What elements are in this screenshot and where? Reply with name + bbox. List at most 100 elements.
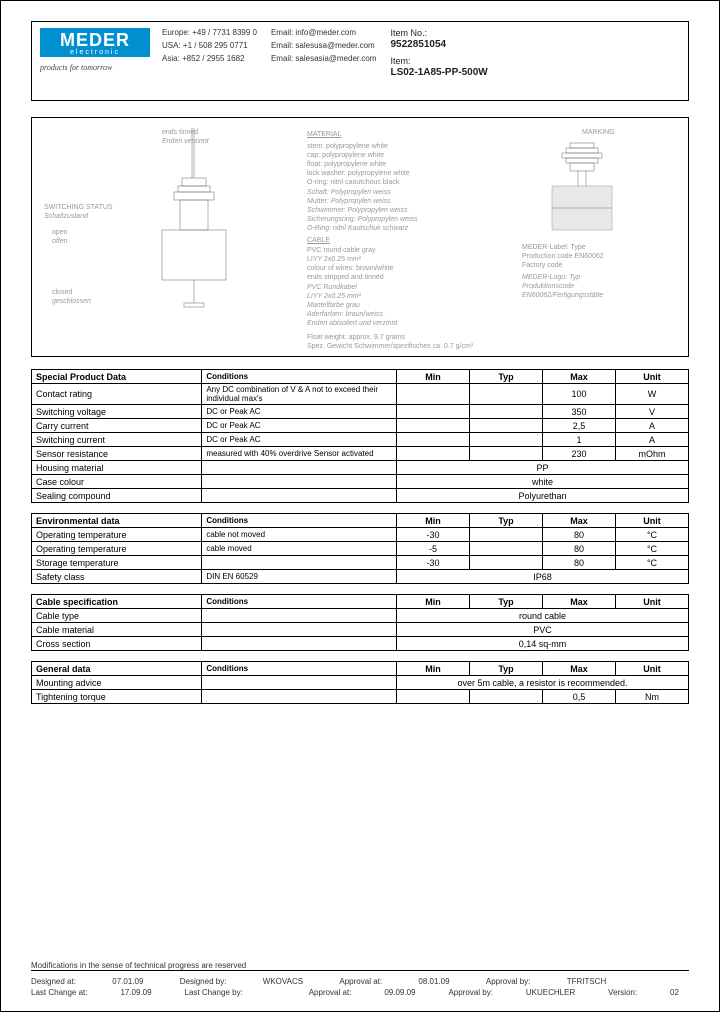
table-row: Sensor resistancemeasured with 40% overd… bbox=[32, 447, 689, 461]
footer-row: Last Change at:17.09.09Last Change by:Ap… bbox=[31, 988, 689, 997]
row-min bbox=[396, 419, 469, 433]
modifications-note: Modifications in the sense of technical … bbox=[31, 961, 689, 970]
col-header: Unit bbox=[615, 514, 688, 528]
col-header: Min bbox=[396, 662, 469, 676]
row-typ bbox=[469, 690, 542, 704]
col-header: Typ bbox=[469, 595, 542, 609]
conditions-header: Conditions bbox=[202, 370, 397, 384]
row-conditions bbox=[202, 556, 397, 570]
table-row: Storage temperature-3080°C bbox=[32, 556, 689, 570]
item-label: Item: bbox=[390, 56, 487, 66]
row-conditions bbox=[202, 461, 397, 475]
row-conditions bbox=[202, 475, 397, 489]
item-no-label: Item No.: bbox=[390, 28, 487, 38]
footer-cell: 02 bbox=[670, 988, 679, 997]
row-span-value: PVC bbox=[396, 623, 688, 637]
row-unit: A bbox=[615, 419, 688, 433]
open-label: open offen bbox=[52, 228, 68, 246]
company-logo: MEDER electronic bbox=[40, 28, 150, 57]
row-label: Operating temperature bbox=[32, 528, 202, 542]
row-min bbox=[396, 447, 469, 461]
col-header: Typ bbox=[469, 662, 542, 676]
col-header: Typ bbox=[469, 370, 542, 384]
table-row: Mounting adviceover 5m cable, a resistor… bbox=[32, 676, 689, 690]
row-span-value: 0,14 sq-mm bbox=[396, 637, 688, 651]
footer-row: Designed at:07.01.09Designed by:WKOVACSA… bbox=[31, 977, 689, 986]
marking-text: MEDER-Label: Type Production code EN6006… bbox=[522, 243, 662, 270]
col-header: Unit bbox=[615, 595, 688, 609]
col-header: Typ bbox=[469, 514, 542, 528]
table-row: Safety classDIN EN 60529IP68 bbox=[32, 570, 689, 584]
col-header: Min bbox=[396, 514, 469, 528]
row-label: Cable material bbox=[32, 623, 202, 637]
marking-title: MARKING bbox=[582, 128, 615, 137]
row-unit: V bbox=[615, 405, 688, 419]
row-min bbox=[396, 384, 469, 405]
table-row: Case colourwhite bbox=[32, 475, 689, 489]
footer-cell: Version: bbox=[608, 988, 637, 997]
technical-drawing: ends tinned Enden verzinnt SWITCHING STA… bbox=[31, 117, 689, 357]
row-conditions: DIN EN 60529 bbox=[202, 570, 397, 584]
row-span-value: Polyurethan bbox=[396, 489, 688, 503]
row-max: 80 bbox=[542, 542, 615, 556]
row-max: 0,5 bbox=[542, 690, 615, 704]
row-unit: °C bbox=[615, 556, 688, 570]
row-span-value: IP68 bbox=[396, 570, 688, 584]
table-row: Switching currentDC or Peak AC1A bbox=[32, 433, 689, 447]
row-conditions bbox=[202, 609, 397, 623]
conditions-header: Conditions bbox=[202, 514, 397, 528]
logo-main-text: MEDER bbox=[60, 30, 130, 50]
material-text-de: Schaft: Polypropylen weiss Mutter: Polyp… bbox=[307, 188, 467, 233]
spec-table: Cable specificationConditionsMinTypMaxUn… bbox=[31, 594, 689, 651]
row-conditions: cable moved bbox=[202, 542, 397, 556]
footer-cell: 17.09.09 bbox=[120, 988, 151, 997]
row-typ bbox=[469, 542, 542, 556]
conditions-header: Conditions bbox=[202, 595, 397, 609]
footer-cell: WKOVACS bbox=[263, 977, 303, 986]
row-max: 230 bbox=[542, 447, 615, 461]
col-header: Max bbox=[542, 514, 615, 528]
footer-cell: Last Change at: bbox=[31, 988, 87, 997]
row-typ bbox=[469, 556, 542, 570]
table-row: Cable material PVC bbox=[32, 623, 689, 637]
row-typ bbox=[469, 405, 542, 419]
row-label: Mounting advice bbox=[32, 676, 202, 690]
row-label: Sealing compound bbox=[32, 489, 202, 503]
footer-cell: Approval at: bbox=[339, 977, 382, 986]
table-title: Special Product Data bbox=[32, 370, 202, 384]
row-conditions bbox=[202, 690, 397, 704]
footer-cell: Last Change by: bbox=[185, 988, 243, 997]
col-header: Max bbox=[542, 370, 615, 384]
contact-columns: Europe: +49 / 7731 8399 0USA: +1 / 508 2… bbox=[162, 28, 680, 94]
row-min bbox=[396, 433, 469, 447]
row-typ bbox=[469, 384, 542, 405]
row-max: 1 bbox=[542, 433, 615, 447]
table-row: Sealing compound Polyurethan bbox=[32, 489, 689, 503]
email-column: Email: info@meder.comEmail: salesusa@med… bbox=[271, 28, 377, 94]
footer: Modifications in the sense of technical … bbox=[31, 961, 689, 999]
row-typ bbox=[469, 433, 542, 447]
col-header: Max bbox=[542, 595, 615, 609]
item-no-value: 9522851054 bbox=[390, 39, 487, 50]
col-header: Min bbox=[396, 370, 469, 384]
row-conditions bbox=[202, 623, 397, 637]
row-span-value: PP bbox=[396, 461, 688, 475]
row-label: Operating temperature bbox=[32, 542, 202, 556]
row-unit: °C bbox=[615, 528, 688, 542]
row-label: Tightening torque bbox=[32, 690, 202, 704]
table-row: Cable typeround cable bbox=[32, 609, 689, 623]
row-unit: °C bbox=[615, 542, 688, 556]
table-row: Switching voltageDC or Peak AC350V bbox=[32, 405, 689, 419]
row-label: Contact rating bbox=[32, 384, 202, 405]
row-unit: A bbox=[615, 433, 688, 447]
row-label: Sensor resistance bbox=[32, 447, 202, 461]
row-conditions: DC or Peak AC bbox=[202, 405, 397, 419]
row-span-value: round cable bbox=[396, 609, 688, 623]
footer-cell: Designed at: bbox=[31, 977, 76, 986]
header-panel: MEDER electronic products for tomorrow E… bbox=[31, 21, 689, 101]
footer-cell: 09.09.09 bbox=[384, 988, 415, 997]
spec-table: Special Product DataConditionsMinTypMaxU… bbox=[31, 369, 689, 503]
spec-table: Environmental dataConditionsMinTypMaxUni… bbox=[31, 513, 689, 584]
row-typ bbox=[469, 419, 542, 433]
row-max: 2,5 bbox=[542, 419, 615, 433]
